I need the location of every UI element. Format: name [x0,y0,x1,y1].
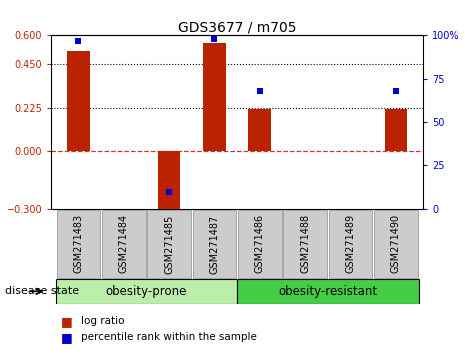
Text: obesity-prone: obesity-prone [106,285,187,298]
Title: GDS3677 / m705: GDS3677 / m705 [178,20,296,34]
Text: percentile rank within the sample: percentile rank within the sample [81,332,257,342]
Text: ■: ■ [60,331,72,344]
FancyBboxPatch shape [284,210,327,278]
Text: GSM271486: GSM271486 [255,214,265,274]
Text: GSM271487: GSM271487 [209,214,219,274]
FancyBboxPatch shape [102,210,146,278]
Text: GSM271488: GSM271488 [300,214,310,274]
FancyBboxPatch shape [57,210,100,278]
Bar [248,109,271,151]
Text: GSM271484: GSM271484 [119,214,129,274]
Text: disease state: disease state [5,286,79,296]
Text: ■: ■ [60,315,72,328]
Bar [385,109,407,151]
FancyBboxPatch shape [374,210,418,278]
FancyBboxPatch shape [238,210,282,278]
Text: log ratio: log ratio [81,316,125,326]
Text: GSM271483: GSM271483 [73,214,83,274]
FancyBboxPatch shape [329,210,372,278]
FancyBboxPatch shape [193,210,236,278]
Bar [56,279,237,304]
Bar [237,279,418,304]
Text: GSM271485: GSM271485 [164,214,174,274]
Text: GSM271490: GSM271490 [391,214,401,274]
Bar [203,43,226,151]
Text: obesity-resistant: obesity-resistant [279,285,378,298]
Text: GSM271489: GSM271489 [345,214,356,274]
Bar [67,51,90,151]
Bar [158,151,180,213]
FancyBboxPatch shape [147,210,191,278]
